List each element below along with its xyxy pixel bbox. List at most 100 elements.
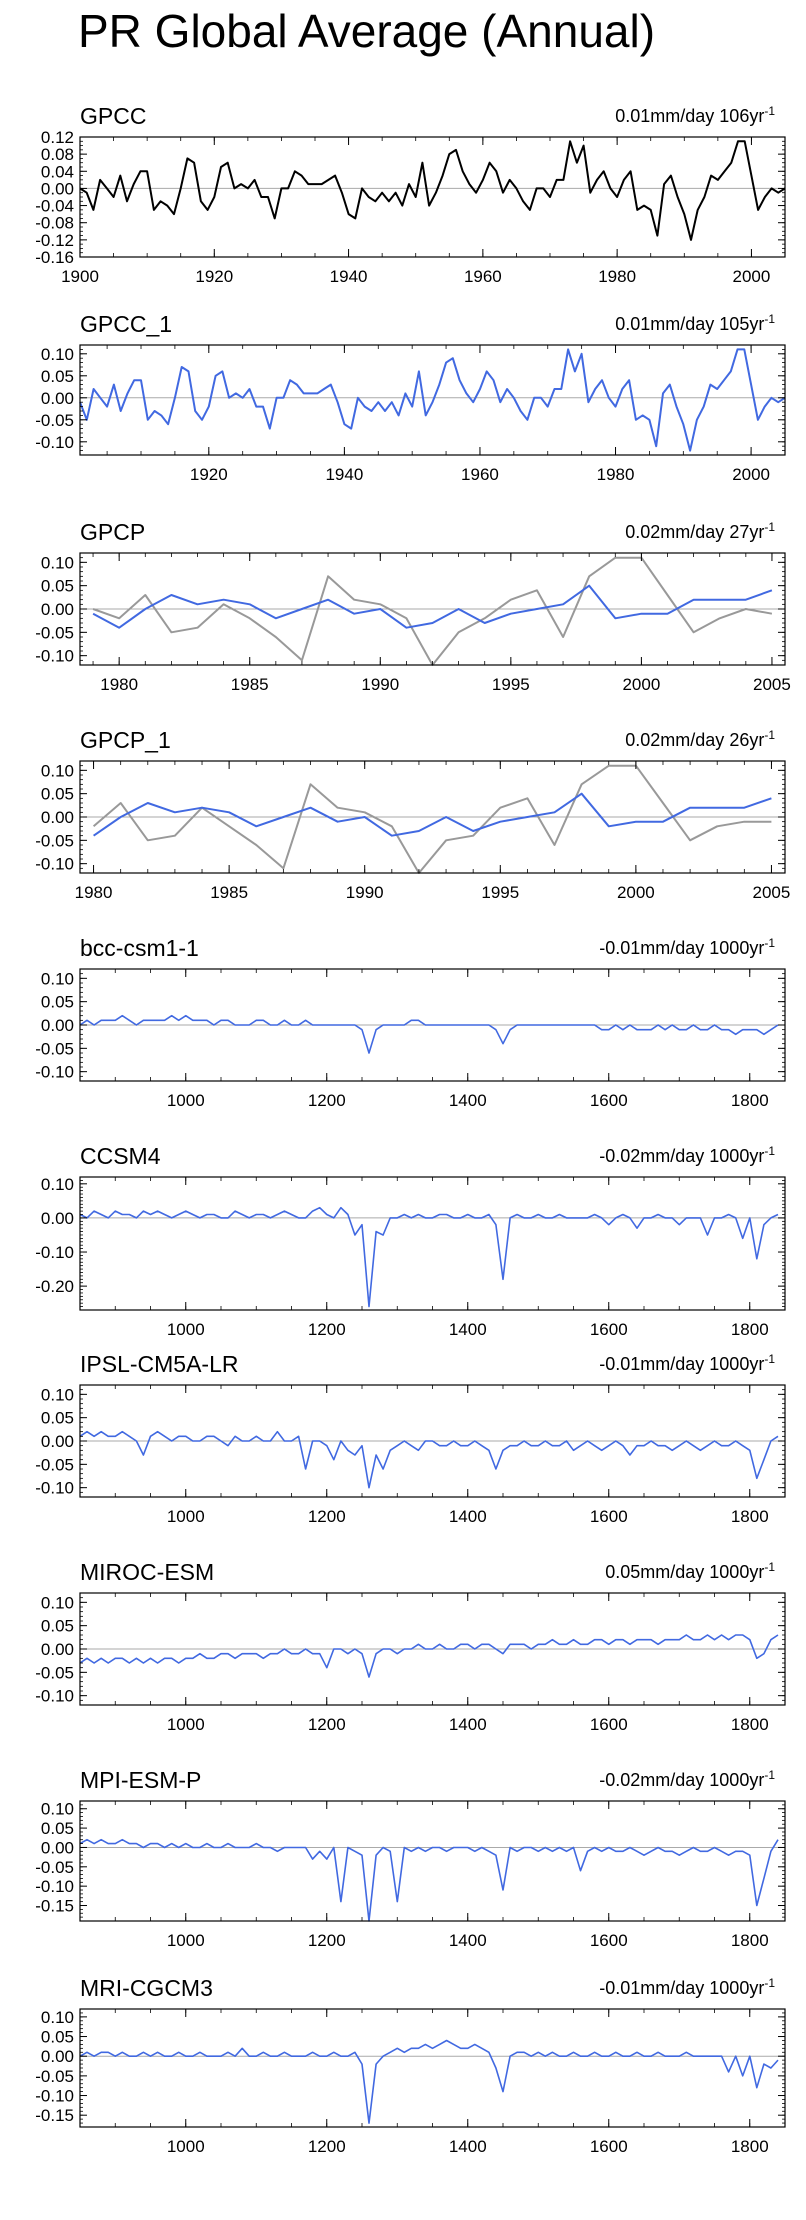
x-tick-label: 1800 [731,1320,769,1339]
y-tick-label: 0.05 [41,2028,74,2047]
x-tick-label: 1920 [190,465,228,484]
trend-value: 0.02mm/day [625,522,729,542]
x-tick-label: 1980 [75,883,113,902]
chart-panels: GPCC 0.01mm/day 106yr-10.120.080.040.00-0… [35,103,791,2156]
panel-title: bcc-csm1-1 [80,935,199,961]
x-tick-label: 2005 [753,675,791,694]
trend-value: 0.02mm/day [625,730,729,750]
panel-title: MRI-CGCM3 [80,1975,213,2001]
y-tick-label: -0.12 [35,231,74,250]
x-tick-label: 1800 [731,1931,769,1950]
y-tick-label: -0.20 [35,1277,74,1296]
x-tick-label: 1000 [167,1931,205,1950]
plot-frame [79,2008,786,2128]
y-tick-label: 0.00 [41,1432,74,1451]
x-tick-label: 1400 [449,1715,487,1734]
x-tick-label: 1400 [449,1507,487,1526]
series-line [79,2039,779,2124]
y-tick-label: -0.10 [35,2087,74,2106]
x-tick-label: 1200 [308,1091,346,1110]
x-tick-label: 1600 [590,1320,628,1339]
x-tick-label: 2000 [732,465,770,484]
trend-period: 1000yr [709,1354,764,1374]
plot-frame [79,136,786,258]
x-tick-label: 1920 [195,267,233,286]
x-tick-label: 1800 [731,1507,769,1526]
trend-value: 0.01mm/day [615,106,719,126]
trend-label: -0.02mm/day 1000yr-1 [599,1768,775,1790]
panel-title: GPCP [80,519,145,545]
x-tick-label: 1000 [167,1715,205,1734]
figure-title: PR Global Average (Annual) [78,5,655,57]
y-tick-label: -0.05 [35,831,74,850]
y-tick-label: -0.10 [35,647,74,666]
plot-frame [79,1800,786,1922]
trend-period: 1000yr [709,1562,764,1582]
y-tick-label: 0.04 [41,162,74,181]
x-tick-label: 1400 [449,1320,487,1339]
y-tick-label: -0.05 [35,1858,74,1877]
y-tick-label: -0.05 [35,623,74,642]
y-tick-label: 0.10 [41,2008,74,2027]
x-tick-label: 1200 [308,2137,346,2156]
trend-exponent: -1 [764,104,775,118]
x-tick-label: 1800 [731,1715,769,1734]
y-tick-label: 0.10 [41,1175,74,1194]
y-tick-label: 0.00 [41,1209,74,1228]
trend-label: 0.01mm/day 105yr-1 [615,312,775,334]
x-tick-label: 1600 [590,2137,628,2156]
y-tick-label: 0.12 [41,128,74,147]
panel-title: GPCC [80,103,146,129]
y-tick-label: -0.05 [35,2067,74,2086]
trend-exponent: -1 [764,936,775,950]
trend-period: 1000yr [709,1978,764,1998]
trend-value: -0.01mm/day [599,1978,709,1998]
trend-period: 1000yr [709,1770,764,1790]
y-tick-label: -0.05 [35,1039,74,1058]
panel-gpcp-1: GPCP_1 0.02mm/day 26yr-1 0.10 0.05 0.00 -0.05… [35,727,790,902]
y-tick-label: 0.00 [41,389,74,408]
y-tick-label: 0.08 [41,145,74,164]
y-tick-label: -0.10 [35,433,74,452]
trend-label: -0.01mm/day 1000yr-1 [599,1352,775,1374]
panel-mri-cgcm3: MRI-CGCM3 -0.01mm/day 1000yr-1 0.100.050.0… [35,1975,786,2156]
trend-period: 27yr [729,522,764,542]
y-tick-label: 0.10 [41,1593,74,1612]
x-tick-label: 1400 [449,1091,487,1110]
x-tick-label: 1980 [598,267,636,286]
y-tick-label: 0.10 [41,969,74,988]
y-tick-label: -0.10 [35,1063,74,1082]
y-tick-label: 0.05 [41,1617,74,1636]
trend-value: 0.01mm/day [615,314,719,334]
panel-bcc-csm1-1: bcc-csm1-1 -0.01mm/day 1000yr-1 0.10 0.05 0.… [35,935,786,1110]
panel-gpcc-1: GPCC_1 0.01mm/day 105yr-1 0.10 0.05 0.00 -0.0… [35,311,786,484]
series-line [79,140,786,241]
y-tick-label: 0.05 [41,785,74,804]
y-tick-label: 0.00 [41,1016,74,1035]
series-line [93,792,772,837]
series-line [79,348,786,452]
x-tick-label: 1990 [346,883,384,902]
y-tick-label: 0.00 [41,600,74,619]
trend-exponent: -1 [764,1976,775,1990]
y-tick-label: -0.16 [35,248,74,267]
y-tick-label: 0.00 [41,808,74,827]
series-line [92,584,773,629]
y-tick-label: -0.05 [35,1663,74,1682]
trend-period: 1000yr [709,938,764,958]
panel-title: IPSL-CM5A-LR [80,1351,238,1377]
x-tick-label: 2000 [617,883,655,902]
y-tick-label: 0.00 [41,1838,74,1857]
y-tick-label: -0.10 [35,1687,74,1706]
y-tick-label: 0.10 [41,553,74,572]
trend-period: 106yr [719,106,764,126]
x-tick-label: 1000 [167,1507,205,1526]
x-tick-label: 1980 [597,465,635,484]
y-tick-label: -0.15 [35,1897,74,1916]
y-tick-label: 0.00 [41,2047,74,2066]
y-tick-label: 0.10 [41,1800,74,1819]
trend-exponent: -1 [764,728,775,742]
trend-value: 0.05mm/day [605,1562,709,1582]
trend-label: -0.02mm/day 1000yr-1 [599,1144,775,1166]
y-tick-label: -0.10 [35,1479,74,1498]
